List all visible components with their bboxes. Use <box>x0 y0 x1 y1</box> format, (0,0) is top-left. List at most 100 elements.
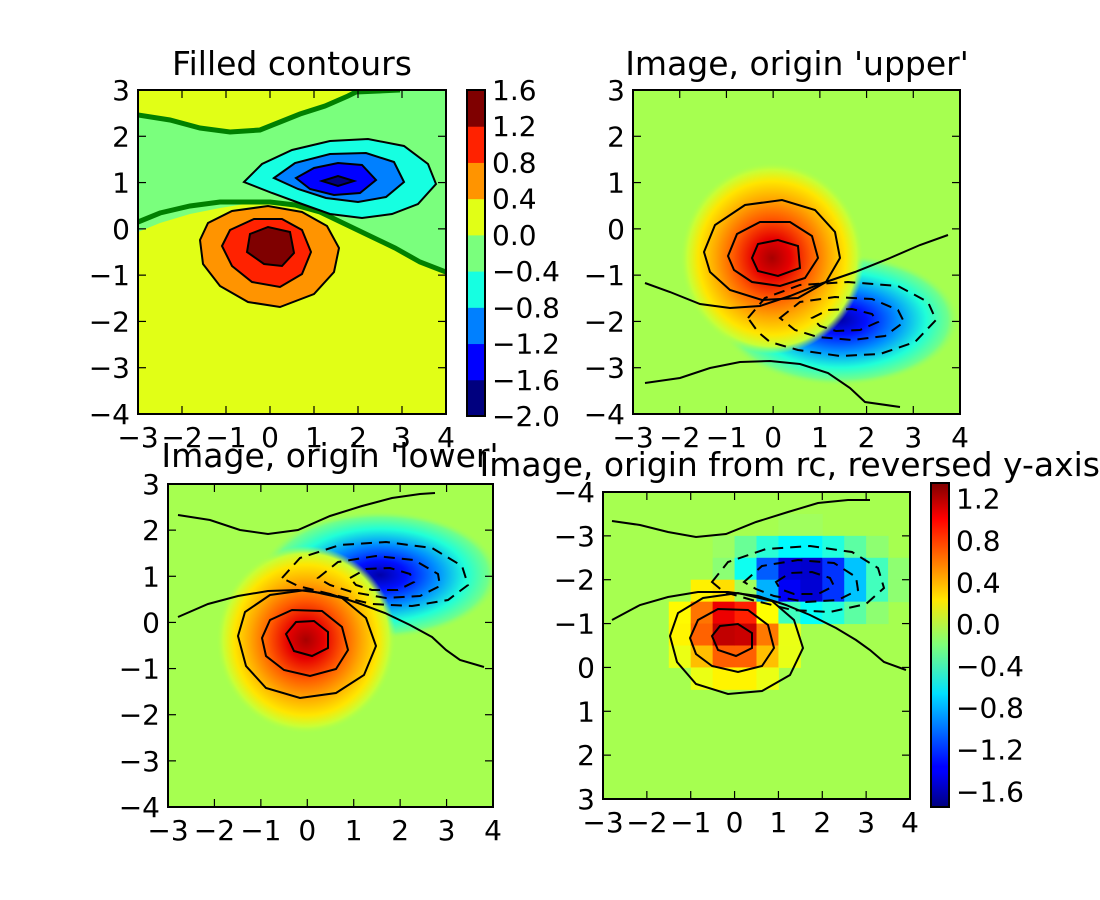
contour-line <box>284 619 329 658</box>
image-pixel <box>690 601 714 625</box>
image-pixel <box>778 623 801 646</box>
x-tick-label: −3 <box>582 806 623 839</box>
image-pixel <box>712 623 736 646</box>
y-tick-label: −2 <box>119 699 160 732</box>
contour-line <box>198 204 341 309</box>
image-peak <box>216 546 396 734</box>
y-tick-label: −4 <box>119 791 160 824</box>
x-tick-label: 1 <box>305 421 323 454</box>
colorbar-frame <box>930 482 950 808</box>
x-tick-label: 1 <box>811 421 829 454</box>
y-tick-label: 3 <box>607 74 625 107</box>
contour-line <box>726 221 820 288</box>
image-pixel <box>690 623 714 646</box>
contour-line-negative <box>710 544 886 614</box>
y-tick-label: 3 <box>142 468 160 501</box>
image-pixel <box>712 535 736 559</box>
x-tick-label: 0 <box>261 421 279 454</box>
contour-line <box>220 218 313 289</box>
image-pixel <box>756 667 779 690</box>
contour-line <box>272 151 406 204</box>
y-tick-label: 0 <box>577 651 595 684</box>
x-tick-label: −2 <box>194 814 235 847</box>
colorbar-levels: 1.61.20.8 0.40.0−0.4−0.8 −1.2−1.6−2.0 <box>466 74 560 433</box>
contour-line <box>177 492 436 536</box>
colorbar-tick-label: −2.0 <box>492 400 560 433</box>
x-tick-label: 3 <box>438 814 456 847</box>
x-tick-label: −1 <box>205 421 246 454</box>
contour-line <box>644 234 949 310</box>
colorbar-tick-label: −1.2 <box>492 328 560 361</box>
y-tick-label: −3 <box>89 352 130 385</box>
image-pixel <box>888 579 910 603</box>
colorbar-tick-label: −0.8 <box>492 291 560 324</box>
y-tick-label: −2 <box>89 305 130 338</box>
contour-line <box>245 225 296 268</box>
x-tick-label: 3 <box>857 806 875 839</box>
image-pixel <box>866 579 889 603</box>
colorbar-tick-label: −0.4 <box>492 255 560 288</box>
contour-line <box>611 499 870 539</box>
image-pixel <box>668 623 692 646</box>
image-pixel <box>778 645 801 668</box>
x-tick-label: 2 <box>813 806 831 839</box>
image-pixel <box>778 579 801 603</box>
image-pixel <box>888 557 910 581</box>
contour-line <box>318 174 358 188</box>
contour-line <box>177 588 485 668</box>
x-tick-label: 4 <box>437 421 455 454</box>
colorbar-tick-label: −1.2 <box>956 734 1024 767</box>
colorbar-band <box>467 343 485 381</box>
y-tick-label: 3 <box>112 74 130 107</box>
y-tick-label: −4 <box>554 476 595 509</box>
image-pixel <box>734 623 757 646</box>
y-tick-label: −3 <box>554 520 595 553</box>
colorbar-band <box>467 198 485 236</box>
y-tick-label: 1 <box>607 167 625 200</box>
image-pixel <box>756 557 779 581</box>
image-pixel <box>778 557 801 581</box>
image-pixel <box>822 579 845 603</box>
x-tick-label: 0 <box>298 814 316 847</box>
colorbar-tick-label: 0.0 <box>956 608 1001 641</box>
chart-title: Image, origin 'upper' <box>625 44 969 83</box>
contour-line <box>688 607 776 674</box>
x-tick-label: 4 <box>901 806 919 839</box>
image-pixel <box>800 513 823 537</box>
y-tick-label: 0 <box>112 213 130 246</box>
colorbar-gradient <box>931 483 949 807</box>
colorbar-tick-label: 0.4 <box>956 566 1001 599</box>
axes-frame <box>137 89 447 415</box>
colorbar-continuous: 1.2 0.8 0.4 0.0 −0.4 −0.8 −1.2 −1.6 <box>930 482 1024 808</box>
contour-line <box>294 161 378 197</box>
y-tick-label: 2 <box>607 120 625 153</box>
colorbar-tick-label: −1.6 <box>956 775 1024 808</box>
image-pixel <box>844 535 867 559</box>
image-pixel <box>822 557 845 581</box>
y-tick-label: −1 <box>89 259 130 292</box>
contour-line-negative <box>280 540 470 608</box>
y-tick-label: 3 <box>577 783 595 816</box>
y-tick-label: −1 <box>554 608 595 641</box>
x-tick-label: 3 <box>904 421 922 454</box>
image-pixel <box>712 645 736 668</box>
y-tick-label: −4 <box>584 398 625 431</box>
x-tick-label: −2 <box>161 421 202 454</box>
image-pixel <box>756 601 779 625</box>
x-tick-label: −1 <box>706 421 747 454</box>
contour-line <box>710 622 753 658</box>
image-pixel <box>844 601 867 625</box>
image-peak <box>680 162 864 354</box>
colorbar-tick-label: 0.0 <box>492 219 537 252</box>
colorbar-tick-label: 1.6 <box>492 74 537 107</box>
chart-title: Image, origin from rc, reversed y-axis <box>480 445 1100 484</box>
image-pixel <box>844 557 867 581</box>
x-tick-label: 2 <box>858 421 876 454</box>
image-pixel <box>844 579 867 603</box>
colorbar-band <box>467 162 485 200</box>
chart-title: Image, origin 'lower' <box>161 436 498 475</box>
colorbar-band <box>467 379 485 417</box>
